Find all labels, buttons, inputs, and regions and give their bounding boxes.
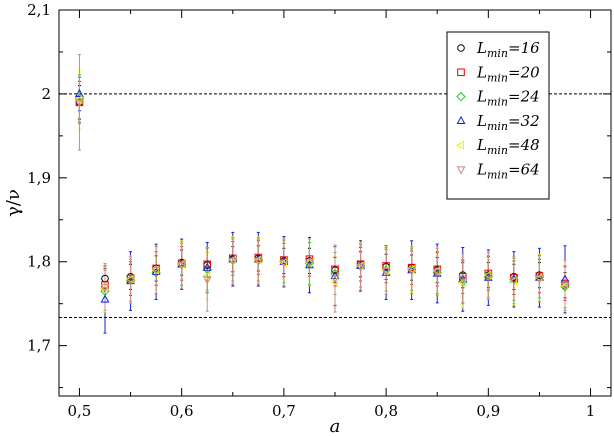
data-point-64 bbox=[483, 272, 493, 282]
data-point-64 bbox=[151, 267, 161, 276]
x-tick-label: 0,6 bbox=[170, 402, 194, 420]
data-point-64 bbox=[305, 259, 314, 268]
data-point-32 bbox=[407, 265, 417, 274]
data-point-64 bbox=[509, 277, 519, 286]
legend-marker-24 bbox=[456, 91, 466, 102]
data-point-64 bbox=[356, 263, 365, 272]
data-point-64 bbox=[177, 261, 187, 271]
data-markers bbox=[74, 88, 570, 303]
data-point-64 bbox=[75, 99, 84, 108]
y-tick-label: 1,8 bbox=[27, 253, 51, 271]
data-point-20 bbox=[305, 255, 314, 264]
axis-ticks: 0,5 0,6 0,7 0,8 0,9 1 1,7 1,8 1,9 2 2,1 bbox=[27, 1, 611, 420]
legend-marker-64 bbox=[456, 166, 466, 175]
data-point-32 bbox=[305, 260, 314, 269]
data-point-64 bbox=[330, 275, 340, 284]
y-tick-label: 1,7 bbox=[27, 337, 51, 355]
data-point-24 bbox=[330, 268, 340, 279]
y-tick-label: 1,9 bbox=[27, 169, 51, 187]
data-point-48 bbox=[329, 277, 339, 287]
legend-label-16: Lmin=16 bbox=[476, 39, 540, 60]
x-tick-label: 1 bbox=[586, 402, 596, 420]
legend-marker-48 bbox=[455, 140, 465, 150]
y-axis-label: γ/ν bbox=[3, 189, 24, 217]
y-tick-label: 2 bbox=[41, 85, 51, 103]
x-tick-label: 0,8 bbox=[374, 402, 398, 420]
data-point-64 bbox=[381, 267, 391, 277]
data-point-64 bbox=[407, 267, 417, 276]
legend-marker-16 bbox=[457, 44, 465, 52]
x-axis-label: a bbox=[330, 416, 341, 436]
legend-label-20: Lmin=20 bbox=[476, 63, 540, 84]
legend-label-32: Lmin=32 bbox=[476, 112, 540, 133]
data-point-64 bbox=[202, 276, 212, 285]
legend-label-48: Lmin=48 bbox=[476, 136, 540, 157]
data-point-20 bbox=[203, 260, 212, 269]
data-point-32 bbox=[75, 88, 84, 98]
data-point-32 bbox=[100, 294, 110, 303]
legend-label-24: Lmin=24 bbox=[476, 88, 540, 109]
data-point-64 bbox=[126, 277, 135, 286]
legend: Lmin=16 Lmin=20 Lmin=24 Lmin=32 Lmin=48 Lmin=… bbox=[446, 31, 550, 200]
data-point-64 bbox=[228, 257, 238, 266]
x-tick-label: 0,9 bbox=[476, 402, 500, 420]
legend-box bbox=[446, 31, 550, 200]
y-tick-label: 2,1 bbox=[27, 1, 51, 19]
data-point-64 bbox=[279, 259, 289, 268]
data-point-32 bbox=[560, 274, 570, 283]
data-point-64 bbox=[432, 268, 442, 277]
data-point-64 bbox=[458, 275, 468, 284]
data-point-64 bbox=[100, 283, 110, 292]
data-point-48 bbox=[202, 271, 211, 281]
data-point-64 bbox=[253, 257, 263, 266]
data-point-64 bbox=[535, 275, 544, 284]
data-point-64 bbox=[560, 282, 570, 291]
legend-label-64: Lmin=64 bbox=[476, 161, 540, 182]
legend-marker-20 bbox=[457, 68, 465, 77]
data-point-32 bbox=[330, 270, 340, 280]
data-point-32 bbox=[509, 274, 519, 283]
x-tick-label: 0,5 bbox=[68, 402, 92, 420]
x-tick-label: 0,7 bbox=[272, 402, 296, 420]
legend-marker-32 bbox=[456, 115, 466, 124]
data-point-32 bbox=[202, 262, 212, 271]
